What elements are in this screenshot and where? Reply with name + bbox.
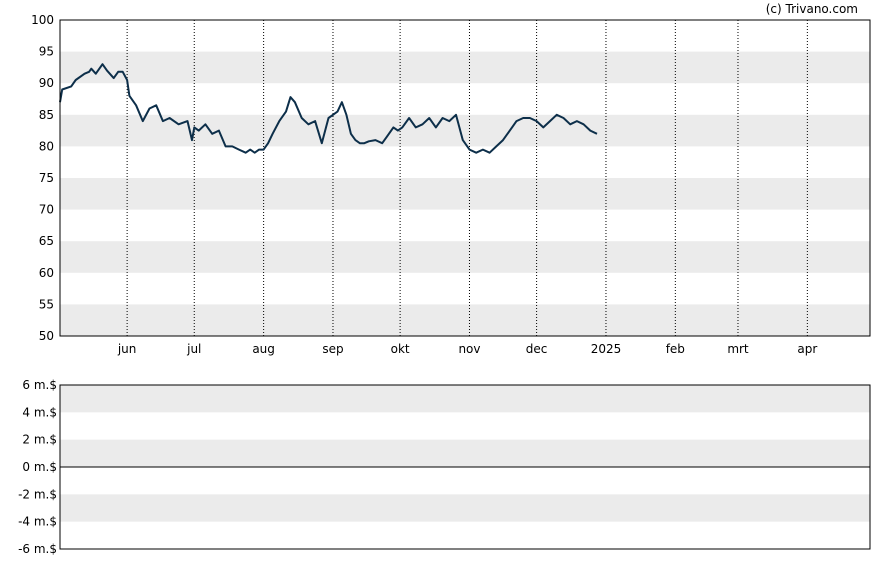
price-band [60,178,870,210]
x-tick-label: jul [186,342,201,356]
x-tick-label: mrt [727,342,749,356]
price-panel-frame [59,19,871,337]
x-tick-label: nov [458,342,480,356]
x-axis-labels: jun jul aug sep okt nov dec 2025 feb mrt apr [117,342,818,356]
x-tick-label: okt [391,342,410,356]
volume-band [60,494,870,522]
x-tick-label: aug [252,342,275,356]
y-tick-label: 90 [39,76,54,90]
volume-panel-bands [60,385,870,522]
volume-tick-label: 4 m.$ [22,405,57,419]
y-tick-label: 60 [39,266,54,280]
price-line [59,63,598,154]
y-tick-label: 55 [39,297,54,311]
x-tick-label: sep [322,342,343,356]
volume-tick-label: 0 m.$ [22,460,57,474]
volume-panel-frame [59,384,871,550]
y-tick-label: 75 [39,171,54,185]
credit-text: (c) Trivano.com [766,2,858,16]
volume-y-axis-labels: 6 m.$ 4 m.$ 2 m.$ 0 m.$ -2 m.$ -4 m.$ -6 m.$ [18,378,57,556]
price-panel-bands [60,51,870,336]
y-tick-label: 100 [31,13,54,27]
y-tick-label: 65 [39,234,54,248]
volume-tick-label: 2 m.$ [22,433,57,447]
x-tick-label: 2025 [591,342,622,356]
price-y-axis-labels: 100 95 90 85 80 75 70 65 60 55 50 [31,13,54,343]
y-tick-label: 85 [39,108,54,122]
y-tick-label: 50 [39,329,54,343]
x-tick-label: dec [526,342,548,356]
y-tick-label: 80 [39,139,54,153]
volume-tick-label: 6 m.$ [22,378,57,392]
price-band [60,114,870,147]
price-band [60,304,870,336]
x-tick-label: feb [666,342,685,356]
x-tick-label: apr [797,342,817,356]
x-tick-label: jun [117,342,137,356]
price-band [60,241,870,273]
volume-tick-label: -6 m.$ [18,542,57,556]
price-band [60,51,870,84]
volume-tick-label: -4 m.$ [18,515,57,529]
panel-frames [59,19,871,550]
volume-band [60,385,870,413]
y-tick-label: 95 [39,45,54,59]
y-tick-label: 70 [39,203,54,217]
volume-band [60,439,870,467]
volume-tick-label: -2 m.$ [18,487,57,501]
